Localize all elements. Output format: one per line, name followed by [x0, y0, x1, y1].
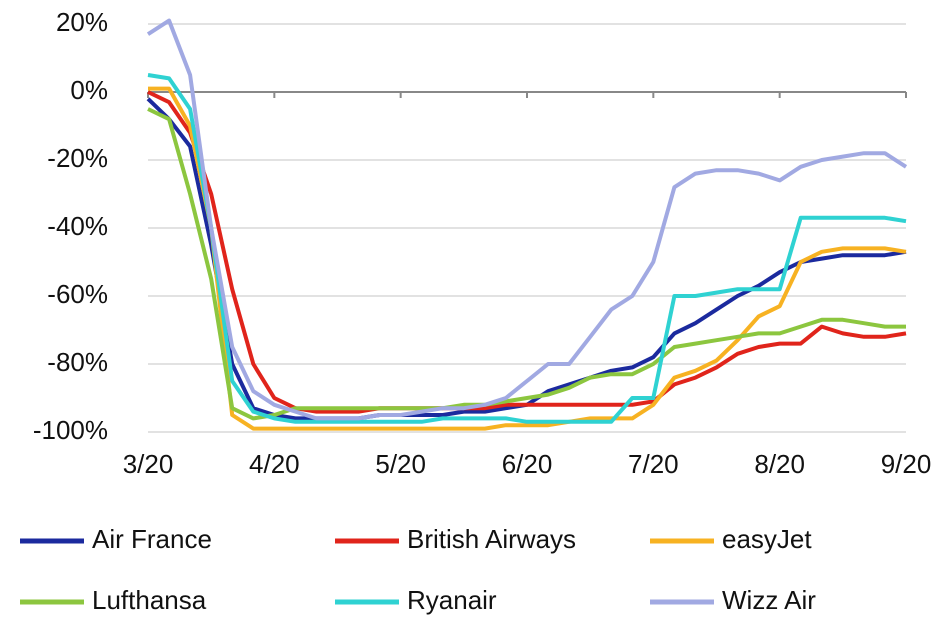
y-tick-label: -20%	[47, 143, 108, 173]
legend-label: Ryanair	[407, 585, 497, 615]
legend-label: Air France	[92, 524, 212, 554]
x-tick-label: 6/20	[502, 449, 553, 479]
series-line	[147, 107, 906, 421]
x-tick-label: 3/20	[123, 449, 174, 479]
legend-label: easyJet	[722, 524, 812, 554]
legend-label: British Airways	[407, 524, 576, 554]
x-tick-label: 4/20	[249, 449, 300, 479]
series-line	[147, 73, 907, 424]
x-tick-label: 9/20	[881, 449, 932, 479]
y-tick-label: -80%	[47, 347, 108, 377]
x-tick-label: 5/20	[375, 449, 426, 479]
y-tick-label: 20%	[56, 7, 108, 37]
y-tick-label: -40%	[47, 211, 108, 241]
series-line	[146, 18, 908, 421]
series-line	[146, 97, 907, 421]
series-line	[147, 90, 907, 414]
y-tick-label: 0%	[70, 75, 108, 105]
y-tick-label: -100%	[33, 415, 108, 445]
legend-label: Lufthansa	[92, 585, 207, 615]
y-tick-label: -60%	[47, 279, 108, 309]
legend-label: Wizz Air	[722, 585, 816, 615]
series-line	[148, 86, 907, 431]
x-tick-label: 8/20	[754, 449, 805, 479]
x-tick-label: 7/20	[628, 449, 679, 479]
